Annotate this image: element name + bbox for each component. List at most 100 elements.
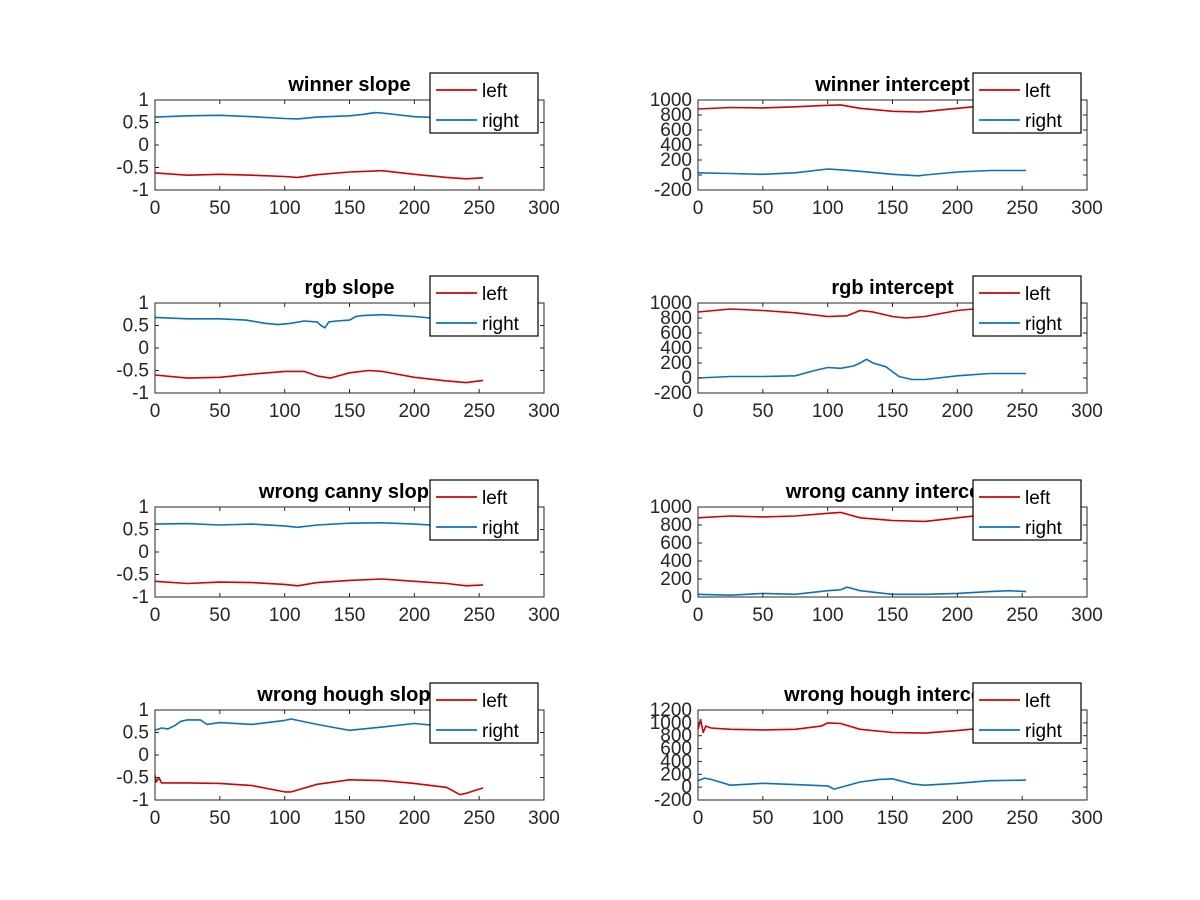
y-tick-label: 1000	[650, 90, 692, 111]
y-tick-label: 0	[681, 165, 692, 186]
series-line-left	[697, 511, 1027, 523]
x-tick-label: 200	[941, 401, 973, 422]
legend-label-left: left	[482, 284, 508, 305]
x-tick-label: 250	[1006, 198, 1038, 219]
y-tick-label: 0.5	[123, 113, 149, 134]
series-line-right	[154, 521, 484, 529]
x-tick-label: 100	[269, 808, 301, 829]
y-tick-label: -1	[132, 383, 149, 404]
x-tick-label: 200	[941, 808, 973, 829]
y-tick-label: 0	[681, 777, 692, 798]
series-line-right	[697, 777, 1027, 790]
x-tick-label: 200	[398, 198, 430, 219]
y-tick-label: 0	[138, 745, 149, 766]
x-tick-label: 200	[398, 401, 430, 422]
y-tick-label: 1000	[650, 293, 692, 314]
x-tick-label: 200	[941, 198, 973, 219]
y-tick-label: 1000	[650, 713, 692, 734]
x-tick-label: 0	[693, 198, 704, 219]
legend: left right	[429, 682, 539, 744]
series-line-right	[697, 358, 1027, 381]
chart-title: winner slope	[287, 74, 410, 96]
y-tick-label: -200	[654, 790, 692, 811]
x-tick-label: 250	[1006, 605, 1038, 626]
x-tick-label: 150	[877, 198, 909, 219]
y-tick-label: 200	[660, 150, 692, 171]
x-tick-label: 200	[941, 605, 973, 626]
x-tick-label: 300	[1071, 808, 1103, 829]
x-tick-label: 300	[528, 605, 560, 626]
x-tick-label: 300	[1071, 605, 1103, 626]
legend-label-right: right	[482, 518, 520, 539]
chart-title: wrong hough intercept	[783, 684, 1001, 706]
y-tick-label: 800	[660, 515, 692, 536]
y-tick-label: 400	[660, 135, 692, 156]
y-tick-label: 0.5	[123, 316, 149, 337]
y-tick-label: 0	[681, 368, 692, 389]
y-tick-label: 600	[660, 120, 692, 141]
subplot-wrong-canny-intercept: wrong canny intercept 0 50 100 150 200 250 300 0…	[650, 479, 1103, 626]
x-tick-label: 100	[269, 401, 301, 422]
chart-title: rgb intercept	[831, 277, 954, 299]
y-tick-label: 200	[660, 764, 692, 785]
x-tick-label: 100	[812, 401, 844, 422]
y-tick-label: 400	[660, 751, 692, 772]
legend-box	[972, 479, 1082, 541]
chart-title: rgb slope	[304, 277, 394, 299]
y-tick-label: 0	[681, 587, 692, 608]
y-tick-label: 400	[660, 551, 692, 572]
legend-label-left: left	[482, 81, 508, 102]
subplot-wrong-canny-slope: wrong canny slope 0 50 100 150 200 250 300 -1-0.…	[116, 479, 560, 626]
x-tick-label: 150	[334, 605, 366, 626]
y-tick-label: -0.5	[116, 565, 149, 586]
x-tick-label: 0	[150, 808, 161, 829]
legend-box	[429, 479, 539, 541]
x-tick-label: 100	[812, 198, 844, 219]
y-tick-label: 0	[138, 542, 149, 563]
y-tick-label: 0.5	[123, 723, 149, 744]
legend-label-left: left	[482, 691, 508, 712]
y-tick-label: -1	[132, 790, 149, 811]
x-tick-label: 0	[150, 401, 161, 422]
legend: left right	[429, 479, 539, 541]
legend: left right	[972, 72, 1082, 134]
y-tick-label: 0	[138, 135, 149, 156]
x-tick-label: 150	[334, 808, 366, 829]
x-tick-label: 150	[877, 401, 909, 422]
x-tick-label: 0	[693, 401, 704, 422]
x-tick-label: 50	[752, 401, 773, 422]
series-line-left	[697, 718, 1027, 734]
y-tick-label: 1	[138, 293, 149, 314]
x-tick-label: 100	[269, 605, 301, 626]
x-tick-label: 0	[693, 808, 704, 829]
y-tick-label: 1	[138, 700, 149, 721]
series-line-right	[154, 718, 484, 732]
legend-box	[429, 275, 539, 337]
y-tick-label: 0	[138, 338, 149, 359]
subplot-wrong-hough-intercept: wrong hough intercept 0 50 100 150 200 250 300 -…	[650, 682, 1103, 829]
y-tick-label: 800	[660, 105, 692, 126]
legend-label-right: right	[1025, 518, 1063, 539]
legend-box	[972, 72, 1082, 134]
x-tick-label: 200	[398, 808, 430, 829]
chart-title: wrong canny slope	[258, 481, 440, 503]
legend: left right	[429, 72, 539, 134]
x-tick-label: 200	[398, 605, 430, 626]
legend-box	[429, 682, 539, 744]
y-tick-label: -0.5	[116, 361, 149, 382]
y-tick-label: 600	[660, 533, 692, 554]
x-tick-label: 250	[463, 401, 495, 422]
legend-label-left: left	[1025, 691, 1051, 712]
series-line-left	[154, 578, 484, 587]
x-tick-label: 300	[528, 198, 560, 219]
legend-label-right: right	[482, 111, 520, 132]
x-tick-label: 50	[209, 198, 230, 219]
y-tick-label: 800	[660, 726, 692, 747]
legend-label-right: right	[1025, 111, 1063, 132]
x-tick-label: 150	[877, 605, 909, 626]
x-tick-label: 50	[209, 401, 230, 422]
x-tick-label: 250	[463, 198, 495, 219]
x-tick-label: 50	[752, 198, 773, 219]
y-tick-label: 200	[660, 353, 692, 374]
